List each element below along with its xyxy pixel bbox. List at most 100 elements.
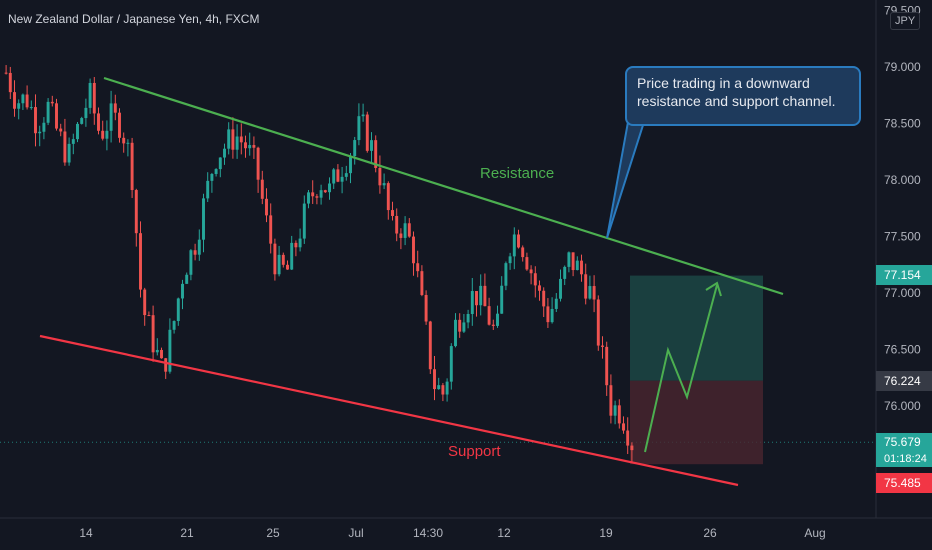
candle-body	[193, 250, 197, 255]
candle-body	[206, 180, 210, 199]
x-tick-label: 14:30	[413, 526, 443, 540]
candle-body	[424, 294, 428, 322]
candle-body	[168, 329, 172, 372]
y-tick-label: 78.500	[884, 117, 921, 131]
candle-body	[88, 82, 92, 108]
candle-body	[113, 103, 117, 113]
candle-body	[155, 349, 159, 353]
candle-body	[265, 198, 268, 216]
candle-body	[55, 103, 58, 129]
candle-body	[626, 430, 630, 446]
candle-body	[512, 234, 516, 257]
candle-body	[328, 183, 331, 193]
y-tick-label: 79.000	[884, 60, 921, 74]
candle-body	[181, 283, 184, 299]
candle-body	[567, 252, 571, 267]
candle-body	[475, 291, 478, 306]
candle-body	[139, 233, 142, 290]
candle-body	[126, 142, 130, 144]
x-tick-label: 26	[703, 526, 717, 540]
candle-body	[202, 198, 205, 240]
projection-path	[644, 284, 718, 453]
candle-body	[462, 322, 466, 332]
candle-body	[231, 129, 235, 150]
candle-body	[269, 215, 273, 244]
candle-body	[630, 445, 634, 451]
candle-body	[542, 290, 546, 307]
candle-body	[109, 103, 113, 131]
x-tick-label: Aug	[804, 526, 825, 540]
candle-body	[370, 140, 373, 151]
candle-body	[353, 140, 357, 157]
candle-body	[546, 306, 550, 323]
candle-body	[281, 254, 285, 265]
support-line	[39, 334, 739, 487]
candle-body	[235, 136, 239, 150]
candle-body	[592, 286, 596, 300]
candle-body	[38, 131, 42, 134]
support-label: Support	[448, 443, 501, 460]
candle-body	[479, 285, 483, 306]
candle-body	[302, 203, 306, 239]
candle-body	[164, 358, 168, 372]
symbol-title[interactable]: New Zealand Dollar / Japanese Yen, 4h, F…	[8, 12, 260, 26]
candle-body	[76, 123, 79, 140]
candle-body	[223, 148, 226, 158]
candle-body	[147, 315, 151, 317]
candle-body	[483, 285, 487, 307]
candle-body	[172, 321, 176, 330]
candle-body	[25, 94, 29, 108]
candle-body	[554, 298, 558, 309]
candle-body	[500, 285, 504, 314]
y-tick-label: 78.000	[884, 173, 921, 187]
candle-body	[588, 286, 592, 299]
candle-body	[521, 247, 525, 258]
candle-body	[407, 223, 411, 237]
candle-body	[298, 238, 302, 248]
candle-body	[466, 313, 470, 323]
candle-body	[248, 145, 252, 149]
candle-body	[101, 130, 105, 139]
candle-body	[80, 118, 84, 124]
y-tick-label: 77.000	[884, 286, 921, 300]
y-tick-label: 77.500	[884, 230, 921, 244]
candle-body	[252, 145, 256, 148]
candle-body	[315, 196, 319, 198]
candle-body	[412, 236, 415, 264]
candle-body	[416, 263, 420, 272]
candle-body	[160, 349, 163, 359]
candle-body	[454, 319, 457, 347]
candle-body	[294, 242, 298, 248]
candle-body	[8, 72, 12, 93]
candle-body	[67, 143, 71, 163]
candle-body	[319, 190, 323, 198]
x-tick-label: 14	[79, 526, 93, 540]
candle-body	[29, 107, 33, 109]
x-tick-label: Jul	[348, 526, 363, 540]
candle-body	[227, 129, 231, 149]
candle-body	[437, 385, 441, 390]
candle-body	[21, 94, 25, 104]
candle-body	[311, 192, 315, 197]
candle-body	[496, 313, 499, 326]
candle-body	[92, 82, 96, 114]
candle-body	[134, 190, 138, 234]
candle-body	[130, 142, 134, 191]
candle-body	[395, 215, 399, 234]
candle-body	[365, 114, 369, 151]
candle-body	[59, 128, 63, 132]
candle-body	[445, 381, 449, 395]
callout-note: Price trading in a downward resistance a…	[625, 66, 861, 126]
candle-body	[399, 233, 403, 238]
candle-body	[105, 130, 109, 139]
candle-body	[122, 137, 126, 144]
candle-body	[307, 192, 310, 204]
candle-body	[13, 92, 16, 109]
candle-body	[550, 308, 554, 323]
candle-body	[4, 72, 8, 74]
candle-body	[517, 234, 520, 248]
candle-body	[50, 101, 54, 104]
candle-body	[601, 345, 604, 347]
current-price-tag: 75.679	[876, 433, 932, 451]
candle-body	[361, 114, 365, 117]
